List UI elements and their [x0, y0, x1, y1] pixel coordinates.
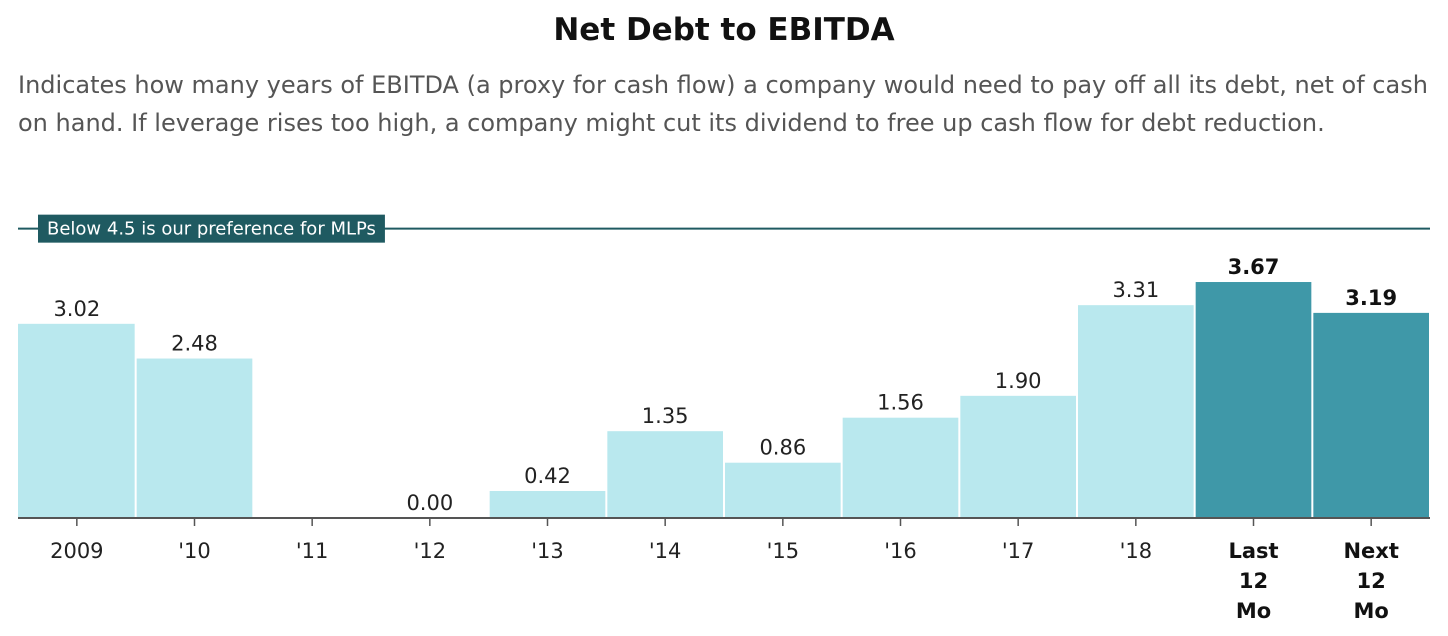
tick-label-5: '14 — [649, 539, 682, 563]
value-label-4: 0.42 — [524, 464, 571, 488]
value-label-8: 1.90 — [995, 369, 1042, 393]
tick-label-1: '10 — [178, 539, 211, 563]
bar-11 — [1313, 312, 1429, 518]
value-label-6: 0.86 — [759, 436, 806, 460]
tick-label-8: '17 — [1002, 539, 1035, 563]
value-label-11: 3.19 — [1345, 286, 1397, 310]
value-label-7: 1.56 — [877, 391, 924, 415]
bar-9 — [1078, 305, 1194, 518]
bar-6 — [725, 462, 841, 518]
bar-7 — [842, 417, 959, 518]
value-label-10: 3.67 — [1228, 255, 1280, 279]
reference-line-label: Below 4.5 is our preference for MLPs — [47, 219, 376, 240]
tick-label-2: '11 — [296, 539, 329, 563]
bar-0 — [18, 323, 135, 518]
chart-subtitle: Indicates how many years of EBITDA (a pr… — [18, 71, 1428, 137]
chart-title: Net Debt to EBITDA — [553, 12, 895, 48]
tick-label-11: Next 12 Mo — [1343, 539, 1398, 623]
tick-label-4: '13 — [531, 539, 564, 563]
tick-label-9: '18 — [1120, 539, 1153, 563]
value-label-1: 2.48 — [171, 332, 218, 356]
bar-5 — [607, 431, 723, 518]
value-label-9: 3.31 — [1112, 278, 1159, 302]
bar-8 — [960, 395, 1076, 518]
bar-10 — [1195, 282, 1312, 518]
tick-label-10: Last 12 Mo — [1228, 539, 1278, 623]
tick-label-0: 2009 — [50, 539, 103, 563]
bar-4 — [489, 490, 606, 518]
value-label-3: 0.00 — [406, 491, 453, 515]
value-label-0: 3.02 — [53, 297, 100, 321]
bar-1 — [136, 358, 253, 518]
value-label-5: 1.35 — [642, 404, 689, 428]
reference-line-label-box — [38, 214, 385, 243]
tick-label-6: '15 — [767, 539, 800, 563]
tick-label-3: '12 — [414, 539, 447, 563]
tick-label-7: '16 — [884, 539, 917, 563]
